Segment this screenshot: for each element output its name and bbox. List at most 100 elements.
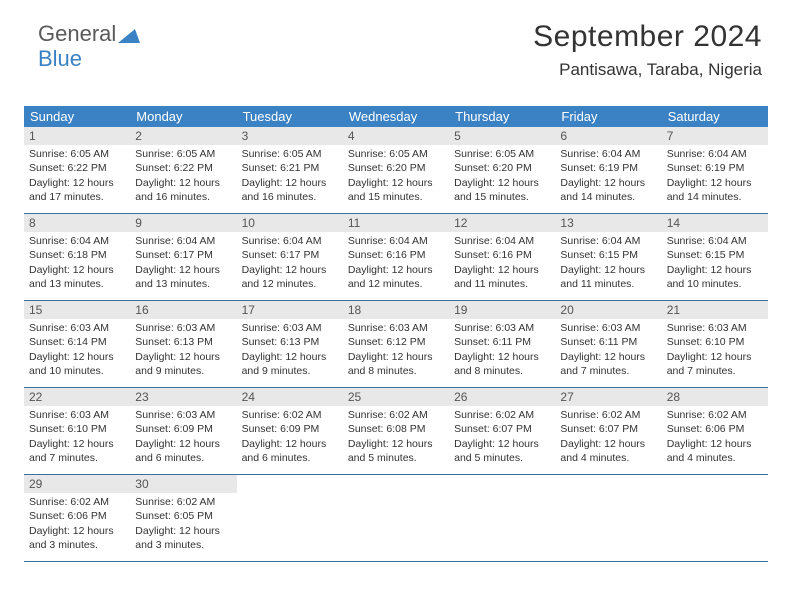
day-cell: 13Sunrise: 6:04 AMSunset: 6:15 PMDayligh…	[555, 214, 661, 300]
day-number: 2	[130, 127, 236, 145]
daylight-text: and 6 minutes.	[242, 451, 338, 465]
day-body: Sunrise: 6:04 AMSunset: 6:19 PMDaylight:…	[555, 147, 661, 208]
day-cell: 1Sunrise: 6:05 AMSunset: 6:22 PMDaylight…	[24, 127, 130, 213]
day-cell: 2 Sunrise: 6:05 AMSunset: 6:22 PMDaylight…	[130, 127, 236, 213]
day-cell: 26Sunrise: 6:02 AMSunset: 6:07 PMDayligh…	[449, 388, 555, 474]
day-number: 17	[237, 301, 343, 319]
daylight-text: and 9 minutes.	[242, 364, 338, 378]
day-number: 11	[343, 214, 449, 232]
day-number: 8	[24, 214, 130, 232]
daylight-text: and 11 minutes.	[560, 277, 656, 291]
day-body: Sunrise: 6:04 AMSunset: 6:15 PMDaylight:…	[662, 234, 768, 295]
sunrise-text: Sunrise: 6:02 AM	[29, 495, 125, 509]
sunrise-text: Sunrise: 6:04 AM	[29, 234, 125, 248]
daylight-text: and 14 minutes.	[560, 190, 656, 204]
daylight-text: and 7 minutes.	[29, 451, 125, 465]
day-cell: 27Sunrise: 6:02 AMSunset: 6:07 PMDayligh…	[555, 388, 661, 474]
day-body: Sunrise: 6:05 AMSunset: 6:20 PMDaylight:…	[343, 147, 449, 208]
sunset-text: Sunset: 6:06 PM	[29, 509, 125, 523]
daylight-text: and 12 minutes.	[242, 277, 338, 291]
daylight-text: and 7 minutes.	[667, 364, 763, 378]
daylight-text: Daylight: 12 hours	[454, 263, 550, 277]
logo-word2: Blue	[38, 46, 82, 71]
day-body: Sunrise: 6:05 AMSunset: 6:21 PMDaylight:…	[237, 147, 343, 208]
day-number: 18	[343, 301, 449, 319]
sunset-text: Sunset: 6:14 PM	[29, 335, 125, 349]
daylight-text: Daylight: 12 hours	[242, 176, 338, 190]
day-cell	[449, 475, 555, 561]
sunrise-text: Sunrise: 6:02 AM	[348, 408, 444, 422]
daylight-text: Daylight: 12 hours	[667, 437, 763, 451]
daylight-text: Daylight: 12 hours	[348, 350, 444, 364]
day-number: 28	[662, 388, 768, 406]
day-cell: 4Sunrise: 6:05 AMSunset: 6:20 PMDaylight…	[343, 127, 449, 213]
day-number: 15	[24, 301, 130, 319]
day-cell: 7Sunrise: 6:04 AMSunset: 6:19 PMDaylight…	[662, 127, 768, 213]
sunrise-text: Sunrise: 6:03 AM	[29, 408, 125, 422]
sunset-text: Sunset: 6:09 PM	[135, 422, 231, 436]
weekday-header: Thursday	[449, 106, 555, 127]
daylight-text: Daylight: 12 hours	[454, 350, 550, 364]
day-number: 10	[237, 214, 343, 232]
daylight-text: and 11 minutes.	[454, 277, 550, 291]
daylight-text: and 7 minutes.	[560, 364, 656, 378]
day-body: Sunrise: 6:05 AMSunset: 6:22 PMDaylight:…	[130, 147, 236, 208]
day-number: 29	[24, 475, 130, 493]
daylight-text: and 12 minutes.	[348, 277, 444, 291]
sunset-text: Sunset: 6:19 PM	[667, 161, 763, 175]
daylight-text: Daylight: 12 hours	[242, 263, 338, 277]
daylight-text: and 9 minutes.	[135, 364, 231, 378]
day-number: 14	[662, 214, 768, 232]
day-body: Sunrise: 6:03 AMSunset: 6:10 PMDaylight:…	[24, 408, 130, 469]
day-cell: 16Sunrise: 6:03 AMSunset: 6:13 PMDayligh…	[130, 301, 236, 387]
sunrise-text: Sunrise: 6:04 AM	[242, 234, 338, 248]
week-row: 1Sunrise: 6:05 AMSunset: 6:22 PMDaylight…	[24, 127, 768, 214]
day-number: 20	[555, 301, 661, 319]
logo-word1: General	[38, 21, 116, 46]
daylight-text: and 10 minutes.	[29, 364, 125, 378]
sunrise-text: Sunrise: 6:03 AM	[242, 321, 338, 335]
logo-triangle-icon	[118, 24, 140, 47]
day-cell: 11Sunrise: 6:04 AMSunset: 6:16 PMDayligh…	[343, 214, 449, 300]
weekday-header: Friday	[555, 106, 661, 127]
daylight-text: Daylight: 12 hours	[29, 263, 125, 277]
daylight-text: Daylight: 12 hours	[29, 176, 125, 190]
day-cell: 9Sunrise: 6:04 AMSunset: 6:17 PMDaylight…	[130, 214, 236, 300]
sunrise-text: Sunrise: 6:04 AM	[348, 234, 444, 248]
sunset-text: Sunset: 6:05 PM	[135, 509, 231, 523]
sunset-text: Sunset: 6:17 PM	[135, 248, 231, 262]
day-cell: 14 Sunrise: 6:04 AMSunset: 6:15 PMDayligh…	[662, 214, 768, 300]
daylight-text: and 15 minutes.	[454, 190, 550, 204]
daylight-text: and 13 minutes.	[135, 277, 231, 291]
day-cell: 10 Sunrise: 6:04 AMSunset: 6:17 PMDayligh…	[237, 214, 343, 300]
daylight-text: Daylight: 12 hours	[560, 263, 656, 277]
weekday-header: Tuesday	[237, 106, 343, 127]
sunset-text: Sunset: 6:22 PM	[135, 161, 231, 175]
day-number: 25	[343, 388, 449, 406]
sunset-text: Sunset: 6:13 PM	[135, 335, 231, 349]
day-cell: 8 Sunrise: 6:04 AMSunset: 6:18 PMDaylight…	[24, 214, 130, 300]
daylight-text: and 17 minutes.	[29, 190, 125, 204]
daylight-text: Daylight: 12 hours	[454, 176, 550, 190]
sunrise-text: Sunrise: 6:03 AM	[667, 321, 763, 335]
day-body: Sunrise: 6:05 AMSunset: 6:20 PMDaylight:…	[449, 147, 555, 208]
day-body: Sunrise: 6:03 AMSunset: 6:13 PMDaylight:…	[237, 321, 343, 382]
sunrise-text: Sunrise: 6:02 AM	[560, 408, 656, 422]
daylight-text: and 4 minutes.	[667, 451, 763, 465]
daylight-text: Daylight: 12 hours	[667, 350, 763, 364]
day-cell: 30Sunrise: 6:02 AMSunset: 6:05 PMDayligh…	[130, 475, 236, 561]
day-cell: 17 Sunrise: 6:03 AMSunset: 6:13 PMDayligh…	[237, 301, 343, 387]
day-number: 5	[449, 127, 555, 145]
day-body: Sunrise: 6:03 AMSunset: 6:14 PMDaylight:…	[24, 321, 130, 382]
weekday-header: Wednesday	[343, 106, 449, 127]
day-number: 27	[555, 388, 661, 406]
daylight-text: Daylight: 12 hours	[29, 524, 125, 538]
daylight-text: Daylight: 12 hours	[667, 176, 763, 190]
sunset-text: Sunset: 6:17 PM	[242, 248, 338, 262]
daylight-text: Daylight: 12 hours	[348, 437, 444, 451]
sunrise-text: Sunrise: 6:02 AM	[667, 408, 763, 422]
sunrise-text: Sunrise: 6:05 AM	[348, 147, 444, 161]
sunset-text: Sunset: 6:18 PM	[29, 248, 125, 262]
day-cell: 20Sunrise: 6:03 AMSunset: 6:11 PMDayligh…	[555, 301, 661, 387]
sunset-text: Sunset: 6:06 PM	[667, 422, 763, 436]
